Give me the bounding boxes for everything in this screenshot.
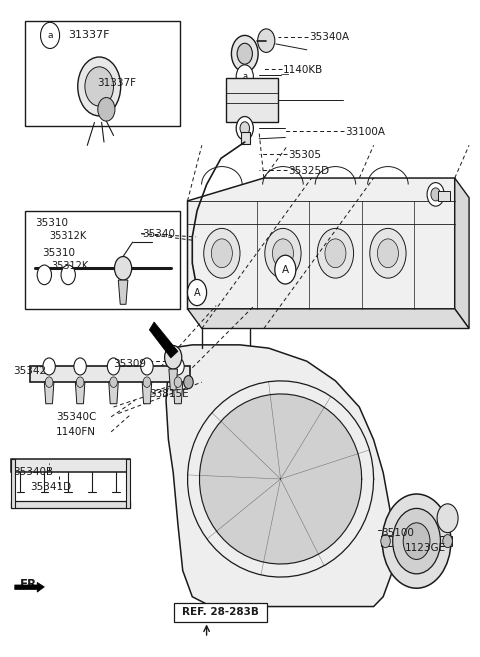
Circle shape xyxy=(370,229,406,278)
Polygon shape xyxy=(118,280,128,304)
Circle shape xyxy=(85,67,114,106)
Circle shape xyxy=(240,122,250,135)
Bar xyxy=(11,501,130,509)
Polygon shape xyxy=(188,309,469,328)
Polygon shape xyxy=(455,178,469,328)
Circle shape xyxy=(381,535,390,548)
Polygon shape xyxy=(109,382,118,404)
Circle shape xyxy=(108,358,120,375)
Circle shape xyxy=(237,43,252,64)
Circle shape xyxy=(443,535,452,548)
Circle shape xyxy=(325,239,346,267)
Bar xyxy=(174,603,267,622)
Bar xyxy=(25,21,180,125)
Circle shape xyxy=(236,65,253,89)
Circle shape xyxy=(188,279,206,306)
Text: REF. 28-283B: REF. 28-283B xyxy=(182,608,259,618)
Text: 35325D: 35325D xyxy=(288,166,329,177)
Text: A: A xyxy=(194,288,200,298)
Circle shape xyxy=(273,239,293,267)
Text: 35340B: 35340B xyxy=(13,467,53,478)
Text: 35312K: 35312K xyxy=(51,261,89,271)
Polygon shape xyxy=(44,382,54,404)
Circle shape xyxy=(403,523,430,560)
Circle shape xyxy=(184,376,193,389)
Polygon shape xyxy=(173,382,183,404)
Circle shape xyxy=(115,256,132,280)
Text: 35342: 35342 xyxy=(13,366,47,376)
Bar xyxy=(30,367,190,382)
Circle shape xyxy=(393,509,441,574)
Text: 31337F: 31337F xyxy=(68,30,110,41)
Polygon shape xyxy=(149,322,178,358)
Text: 35340A: 35340A xyxy=(309,32,349,42)
Text: a: a xyxy=(48,31,53,40)
Circle shape xyxy=(61,265,75,284)
Bar xyxy=(25,211,180,309)
Circle shape xyxy=(172,358,184,375)
Circle shape xyxy=(204,229,240,278)
Text: 35340C: 35340C xyxy=(56,412,96,422)
Polygon shape xyxy=(15,582,44,592)
Text: 35312K: 35312K xyxy=(49,231,86,240)
Text: 35310: 35310 xyxy=(35,217,68,227)
Text: —: — xyxy=(281,70,289,79)
Circle shape xyxy=(211,239,232,267)
Circle shape xyxy=(431,188,441,201)
Circle shape xyxy=(317,229,354,278)
Circle shape xyxy=(78,57,120,116)
Bar xyxy=(381,536,452,547)
Text: 1140KB: 1140KB xyxy=(283,65,323,75)
Polygon shape xyxy=(200,394,362,564)
Text: 1140FN: 1140FN xyxy=(56,427,96,437)
Circle shape xyxy=(76,377,84,388)
Bar xyxy=(438,191,450,201)
Polygon shape xyxy=(166,345,393,606)
Text: 35100: 35100 xyxy=(381,528,414,537)
Circle shape xyxy=(231,35,258,72)
Polygon shape xyxy=(142,382,152,404)
Circle shape xyxy=(143,377,151,388)
Circle shape xyxy=(74,358,86,375)
Text: a: a xyxy=(242,72,247,81)
Polygon shape xyxy=(169,369,178,390)
Circle shape xyxy=(141,358,153,375)
Text: FR.: FR. xyxy=(20,578,42,591)
Text: 35305: 35305 xyxy=(288,150,321,160)
Circle shape xyxy=(258,29,275,53)
Circle shape xyxy=(110,377,117,388)
Circle shape xyxy=(275,255,296,284)
Circle shape xyxy=(377,239,398,267)
Circle shape xyxy=(265,229,301,278)
Bar xyxy=(226,78,278,122)
Text: A: A xyxy=(282,265,289,275)
Text: 35309: 35309 xyxy=(114,359,146,369)
Polygon shape xyxy=(75,382,85,404)
Circle shape xyxy=(174,377,182,388)
Text: 35310: 35310 xyxy=(42,248,75,258)
Circle shape xyxy=(382,494,451,588)
Text: 35341D: 35341D xyxy=(30,482,71,492)
Circle shape xyxy=(427,183,444,206)
Text: 33100A: 33100A xyxy=(345,127,385,137)
Circle shape xyxy=(37,265,51,284)
Bar xyxy=(11,459,130,472)
Polygon shape xyxy=(188,178,455,309)
Text: 31337F: 31337F xyxy=(97,78,136,88)
Circle shape xyxy=(165,346,182,369)
Text: 1123GE: 1123GE xyxy=(405,543,446,553)
Text: 35340: 35340 xyxy=(142,229,175,238)
Circle shape xyxy=(40,22,60,49)
Bar xyxy=(11,459,15,509)
Circle shape xyxy=(437,504,458,533)
Text: 33815E: 33815E xyxy=(149,389,189,399)
Bar xyxy=(241,132,250,144)
Circle shape xyxy=(236,116,253,140)
Circle shape xyxy=(98,97,115,121)
Circle shape xyxy=(45,377,53,388)
Bar xyxy=(126,459,130,509)
Circle shape xyxy=(43,358,55,375)
